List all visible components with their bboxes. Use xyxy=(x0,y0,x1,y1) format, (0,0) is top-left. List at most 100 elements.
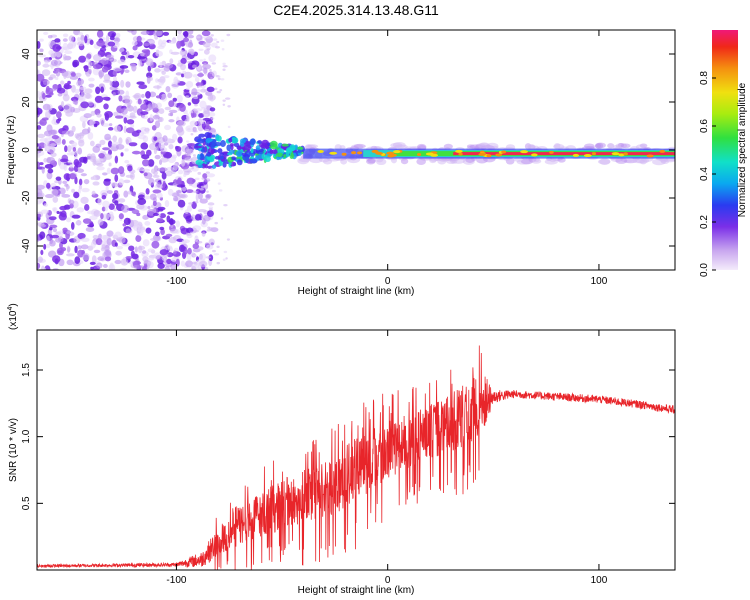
signal-hotspot xyxy=(458,152,463,156)
transition-blob xyxy=(211,164,217,169)
noise-blob xyxy=(92,234,99,240)
noise-blob xyxy=(220,39,225,42)
x-tick-label: -100 xyxy=(166,575,186,586)
noise-blob xyxy=(205,256,211,259)
noise-blob xyxy=(176,184,186,188)
noise-blob xyxy=(128,142,138,147)
snr-scale-suffix: ) xyxy=(8,303,19,306)
noise-blob xyxy=(215,46,220,49)
noise-blob xyxy=(92,158,97,166)
noise-blob xyxy=(165,233,173,237)
noise-blob xyxy=(136,81,145,85)
noise-blob xyxy=(68,199,75,205)
noise-blob xyxy=(124,69,130,73)
noise-blob xyxy=(104,206,109,212)
noise-blob xyxy=(155,202,162,208)
noise-blob xyxy=(69,163,74,169)
noise-blob xyxy=(90,266,94,270)
noise-blob xyxy=(125,255,133,260)
signal-hotspot xyxy=(501,150,507,154)
snr-scale-exponent: 4 xyxy=(7,307,14,311)
noise-blob xyxy=(46,156,55,164)
noise-blob xyxy=(78,178,83,186)
noise-blob xyxy=(197,241,203,244)
noise-blob xyxy=(159,61,163,68)
noise-blob xyxy=(153,85,162,89)
noise-blob xyxy=(211,62,217,65)
noise-blob xyxy=(72,99,78,105)
noise-blob xyxy=(206,86,215,93)
noise-blob xyxy=(193,229,199,233)
noise-blob xyxy=(199,188,204,191)
noise-blob xyxy=(41,69,51,77)
noise-blob xyxy=(93,123,98,128)
noise-blob xyxy=(134,246,138,253)
signal-halo xyxy=(594,143,602,149)
noise-blob xyxy=(111,80,120,88)
noise-blob xyxy=(155,78,159,83)
noise-blob xyxy=(83,179,90,185)
noise-blob xyxy=(133,224,141,232)
noise-blob xyxy=(38,192,45,198)
noise-blob xyxy=(144,220,151,226)
noise-blob xyxy=(153,252,161,260)
noise-blob xyxy=(192,190,198,194)
noise-blob xyxy=(100,57,109,66)
noise-blob xyxy=(90,110,96,116)
noise-blob xyxy=(92,64,102,70)
transition-blob xyxy=(257,140,263,144)
noise-blob xyxy=(220,78,225,81)
noise-blob xyxy=(49,88,57,92)
noise-blob xyxy=(191,261,197,265)
noise-blob xyxy=(83,113,92,119)
noise-blob xyxy=(37,60,41,67)
noise-blob xyxy=(180,57,187,65)
noise-blob xyxy=(125,174,134,178)
noise-blob xyxy=(168,100,175,108)
noise-blob xyxy=(121,204,130,213)
noise-blob xyxy=(128,115,137,119)
noise-blob xyxy=(82,120,86,129)
noise-blob xyxy=(207,226,211,229)
noise-blob xyxy=(37,213,42,218)
noise-blob xyxy=(51,188,59,197)
noise-blob xyxy=(206,244,214,250)
noise-blob xyxy=(196,262,201,266)
noise-blob xyxy=(47,168,54,174)
noise-blob xyxy=(71,214,81,219)
signal-hotspot xyxy=(329,151,338,155)
noise-blob xyxy=(37,90,41,98)
noise-blob xyxy=(163,75,170,79)
noise-blob xyxy=(198,260,208,268)
transition-blob xyxy=(276,152,283,157)
noise-blob xyxy=(104,178,112,182)
noise-blob xyxy=(177,30,183,35)
transition-blob xyxy=(285,150,290,158)
noise-blob xyxy=(104,111,113,118)
noise-blob xyxy=(161,60,167,66)
transition-blob xyxy=(204,164,208,169)
noise-blob xyxy=(130,250,135,258)
noise-blob xyxy=(159,249,168,256)
noise-blob xyxy=(187,34,194,39)
signal-halo xyxy=(544,158,558,165)
noise-blob xyxy=(50,152,57,158)
noise-blob xyxy=(74,176,78,185)
transition-blob xyxy=(231,137,239,144)
noise-blob xyxy=(90,240,96,249)
noise-blob xyxy=(152,189,162,194)
noise-blob xyxy=(219,88,223,92)
noise-blob xyxy=(175,78,179,86)
noise-blob xyxy=(158,141,164,150)
noise-blob xyxy=(123,179,131,184)
noise-blob xyxy=(203,58,206,61)
noise-blob xyxy=(100,212,104,220)
noise-blob xyxy=(225,97,231,100)
noise-blob xyxy=(46,235,50,242)
noise-blob xyxy=(197,85,202,88)
noise-blob xyxy=(171,192,180,198)
transition-blob xyxy=(197,164,204,168)
noise-blob xyxy=(92,54,102,62)
noise-blob xyxy=(50,182,56,188)
noise-blob xyxy=(140,52,145,57)
